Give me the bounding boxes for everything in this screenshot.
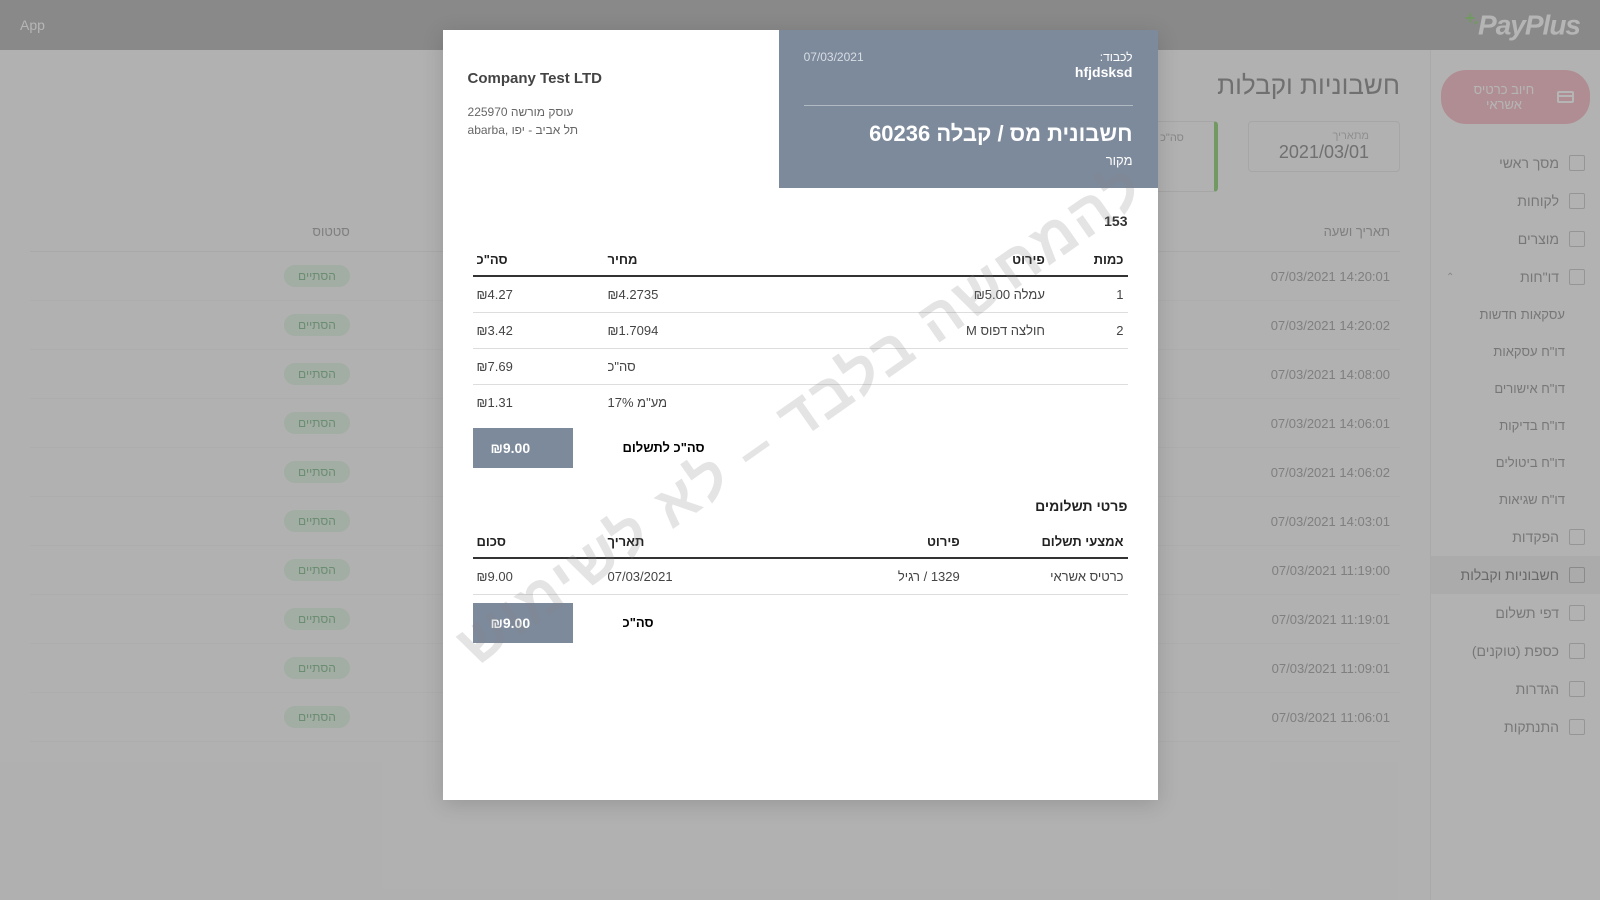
col-detail: פירוט xyxy=(767,526,964,558)
invoice-header-recipient: לכבוד: hfjdsksd 07/03/2021 חשבונית מס / … xyxy=(779,30,1158,188)
pay-detail: 1329 / רגיל xyxy=(767,558,964,595)
item-qty: 1 xyxy=(1049,276,1128,313)
subtotal-label: סה"כ xyxy=(604,349,735,385)
col-qty: כמות xyxy=(1049,244,1128,276)
item-total: ₪3.42 xyxy=(473,313,604,349)
pay-method: כרטיס אשראי xyxy=(964,558,1128,595)
item-total: ₪4.27 xyxy=(473,276,604,313)
payments-section-title: פרטי תשלומים xyxy=(473,498,1128,514)
col-total: סה"כ xyxy=(473,244,604,276)
grand-total-row: סה"כ לתשלום ₪9.00 xyxy=(473,428,1128,468)
invoice-subtitle: מקור xyxy=(804,153,1133,168)
col-amount: סכום xyxy=(473,526,604,558)
to-label: לכבוד: xyxy=(1075,50,1133,64)
invoice-date: 07/03/2021 xyxy=(804,50,864,95)
company-biz-id: עוסק מורשה 225970 xyxy=(468,105,754,119)
item-price: ₪4.2735 xyxy=(604,276,735,313)
items-table: כמות פירוט מחיר סה"כ 1עמלה ₪5.00₪4.2735₪… xyxy=(473,244,1128,420)
payments-table: אמצעי תשלום פירוט תאריך סכום כרטיס אשראי… xyxy=(473,526,1128,595)
company-name: Company Test LTD xyxy=(468,70,754,87)
payments-total-row: סה"כ ₪9.00 xyxy=(473,603,1128,643)
col-price: מחיר xyxy=(604,244,735,276)
col-desc: פירוט xyxy=(735,244,1049,276)
item-row: 1עמלה ₪5.00₪4.2735₪4.27 xyxy=(473,276,1128,313)
modal-overlay[interactable]: להמחשה בלבד – לא לשימוש לכבוד: hfjdsksd … xyxy=(0,0,1600,900)
invoice-title: חשבונית מס / קבלה 60236 xyxy=(804,121,1133,147)
invoice-ref: 153 xyxy=(473,213,1128,229)
col-date: תאריך xyxy=(604,526,768,558)
payments-total-label: סה"כ xyxy=(573,603,1128,643)
col-method: אמצעי תשלום xyxy=(964,526,1128,558)
invoice-body: 153 כמות פירוט מחיר סה"כ 1עמלה ₪5.00₪4.2… xyxy=(443,188,1158,668)
item-desc: עמלה ₪5.00 xyxy=(735,276,1049,313)
vat-value: ₪1.31 xyxy=(473,385,604,421)
payment-row: כרטיס אשראי1329 / רגיל07/03/2021₪9.00 xyxy=(473,558,1128,595)
subtotal-value: ₪7.69 xyxy=(473,349,604,385)
item-row: 2חולצה דפוס M₪1.7094₪3.42 xyxy=(473,313,1128,349)
grand-total-label: סה"כ לתשלום xyxy=(573,428,1128,468)
invoice-modal: להמחשה בלבד – לא לשימוש לכבוד: hfjdsksd … xyxy=(443,30,1158,800)
pay-amount: ₪9.00 xyxy=(473,558,604,595)
item-price: ₪1.7094 xyxy=(604,313,735,349)
payments-total-amount: ₪9.00 xyxy=(473,603,573,643)
grand-total-amount: ₪9.00 xyxy=(473,428,573,468)
item-qty: 2 xyxy=(1049,313,1128,349)
company-address: abarba, תל אביב - יפו xyxy=(468,123,754,137)
vat-label: מע"מ 17% xyxy=(604,385,735,421)
invoice-header-company: Company Test LTD עוסק מורשה 225970 abarb… xyxy=(443,30,779,188)
item-desc: חולצה דפוס M xyxy=(735,313,1049,349)
to-name: hfjdsksd xyxy=(1075,64,1133,80)
pay-date: 07/03/2021 xyxy=(604,558,768,595)
invoice-header: לכבוד: hfjdsksd 07/03/2021 חשבונית מס / … xyxy=(443,30,1158,188)
